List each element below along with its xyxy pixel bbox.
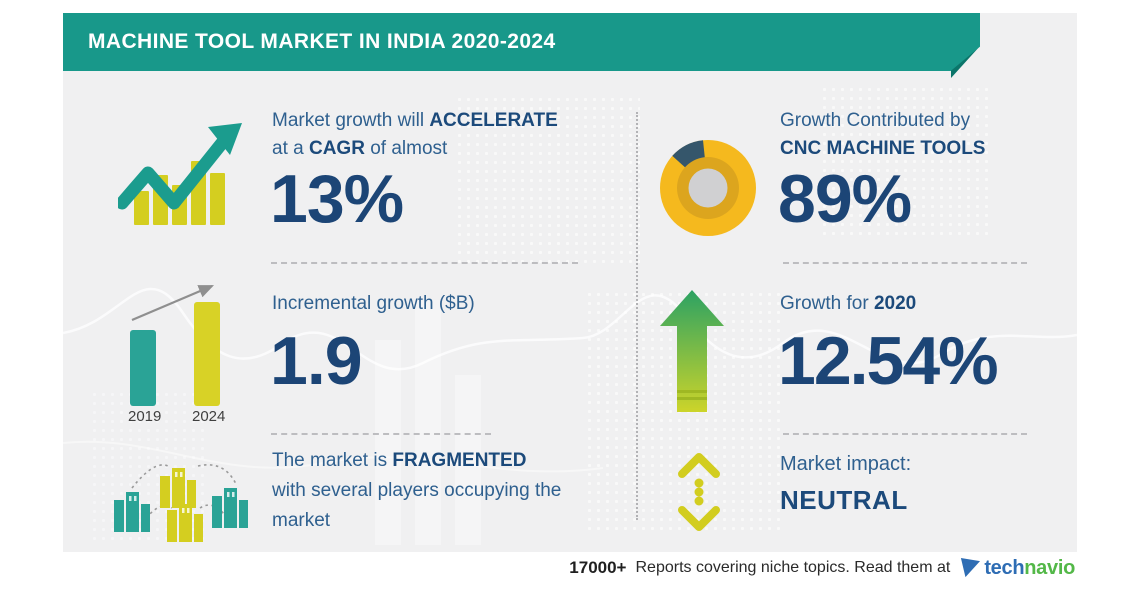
separator-line bbox=[271, 262, 578, 264]
accelerate-line2-suffix: of almost bbox=[364, 138, 448, 159]
cnc-keyword: CNC MACHINE TOOLS bbox=[780, 138, 986, 159]
fragmented-keyword: FRAGMENTED bbox=[392, 450, 527, 471]
technavio-arrow-icon bbox=[961, 558, 981, 578]
accelerate-line2: at a CAGR of almost bbox=[272, 135, 612, 163]
up-arrow-icon bbox=[660, 290, 724, 412]
bar-comparison-icon bbox=[130, 284, 220, 406]
incremental-growth-label: Incremental growth ($B) bbox=[272, 293, 475, 314]
cnc-line1: Growth Contributed by bbox=[780, 110, 971, 131]
brand-navio: navio bbox=[1024, 556, 1075, 579]
bar-year-left: 2019 bbox=[128, 408, 162, 425]
cagr-keyword: CAGR bbox=[308, 138, 365, 159]
background-texture bbox=[375, 340, 401, 545]
bar-year-right: 2024 bbox=[192, 408, 226, 425]
growth-2020-label: Growth for 2020 bbox=[780, 290, 916, 318]
incremental-growth-value: 1.9 bbox=[270, 323, 363, 399]
fragmented-line1: The market is FRAGMENTED bbox=[272, 446, 608, 476]
fragmented-line2: with several players occupying the marke… bbox=[272, 480, 562, 531]
market-impact-label: Market impact: bbox=[780, 453, 912, 475]
fragmented-text: The market is FRAGMENTED with several pl… bbox=[272, 446, 608, 536]
separator-line bbox=[783, 262, 1027, 264]
fragmented-prefix: The market is bbox=[272, 450, 393, 471]
separator-line bbox=[783, 433, 1027, 435]
cnc-headline: Growth Contributed by CNC MACHINE TOOLS bbox=[780, 107, 1080, 163]
growth-2020-value: 12.54% bbox=[778, 323, 999, 399]
cnc-value: 89% bbox=[778, 161, 912, 237]
technavio-logo[interactable]: tech navio bbox=[959, 557, 1075, 580]
growth-label-prefix: Growth for bbox=[780, 293, 874, 314]
neutral-impact-icon bbox=[678, 453, 720, 531]
accelerate-headline: Market growth will ACCELERATE at a CAGR … bbox=[272, 107, 612, 163]
footer-text: Reports covering niche topics. Read them… bbox=[635, 559, 951, 576]
background-texture bbox=[455, 95, 640, 265]
background-texture bbox=[820, 85, 990, 235]
separator-line bbox=[271, 433, 491, 435]
title-banner: MACHINE TOOL MARKET IN INDIA 2020-2024 bbox=[63, 13, 980, 71]
accelerate-line2-text: at a bbox=[272, 138, 309, 159]
accelerate-keyword: ACCELERATE bbox=[429, 110, 558, 131]
footer: 17000+ Reports covering niche topics. Re… bbox=[569, 552, 1075, 584]
growth-label-year: 2020 bbox=[873, 293, 917, 314]
market-impact-value: NEUTRAL bbox=[780, 485, 908, 515]
page-title: MACHINE TOOL MARKET IN INDIA 2020-2024 bbox=[88, 30, 556, 53]
cnc-line2: CNC MACHINE TOOLS bbox=[780, 135, 1080, 163]
background-texture bbox=[455, 375, 481, 545]
donut-chart-icon bbox=[660, 140, 756, 236]
brand-tech: tech bbox=[984, 556, 1025, 579]
report-count: 17000+ bbox=[569, 558, 627, 577]
accelerate-line1: Market growth will ACCELERATE bbox=[272, 107, 612, 135]
column-divider bbox=[636, 112, 638, 520]
fragmented-market-buildings-icon bbox=[114, 464, 248, 542]
accelerate-line1-text: Market growth will bbox=[272, 110, 430, 131]
growth-trendline-arrow-icon bbox=[118, 123, 242, 225]
cagr-value: 13% bbox=[270, 161, 404, 237]
